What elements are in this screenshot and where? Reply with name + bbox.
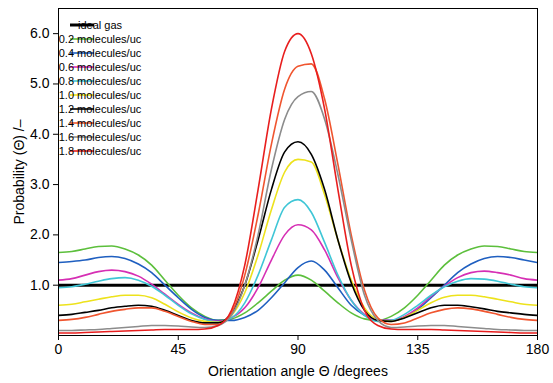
svg-text:3.0: 3.0 (30, 176, 50, 192)
svg-text:1.0 molecules/uc: 1.0 molecules/uc (59, 89, 142, 101)
svg-text:0: 0 (55, 341, 63, 357)
svg-text:135: 135 (406, 341, 430, 357)
svg-text:6.0: 6.0 (30, 25, 50, 41)
svg-text:ideal gas: ideal gas (78, 19, 123, 31)
svg-text:1.8 molecules/uc: 1.8 molecules/uc (59, 145, 142, 157)
svg-text:2.0: 2.0 (30, 226, 50, 242)
svg-text:Orientation angle Θ /degrees: Orientation angle Θ /degrees (208, 363, 388, 379)
svg-text:0.2 molecules/uc: 0.2 molecules/uc (59, 33, 142, 45)
svg-text:45: 45 (170, 341, 186, 357)
svg-text:5.0: 5.0 (30, 75, 50, 91)
svg-text:1.0: 1.0 (30, 277, 50, 293)
svg-text:180: 180 (526, 341, 550, 357)
svg-text:90: 90 (290, 341, 306, 357)
svg-text:0.4 molecules/uc: 0.4 molecules/uc (59, 47, 142, 59)
svg-text:Probability (Θ) /–: Probability (Θ) /– (11, 119, 27, 224)
svg-text:1.6 molecules/uc: 1.6 molecules/uc (59, 131, 142, 143)
svg-text:1.4 molecules/uc: 1.4 molecules/uc (59, 117, 142, 129)
svg-text:1.2 molecules/uc: 1.2 molecules/uc (59, 103, 142, 115)
svg-text:0.8 molecules/uc: 0.8 molecules/uc (59, 75, 142, 87)
svg-text:4.0: 4.0 (30, 126, 50, 142)
svg-text:0.6 molecules/uc: 0.6 molecules/uc (59, 61, 142, 73)
